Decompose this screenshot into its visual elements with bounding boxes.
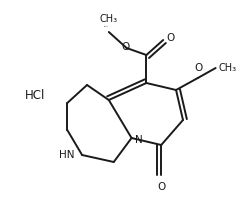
Text: CH₃: CH₃	[219, 63, 237, 73]
Text: HCl: HCl	[24, 89, 45, 102]
Text: O: O	[195, 63, 203, 73]
Text: O: O	[166, 33, 174, 43]
Text: N: N	[134, 135, 142, 145]
Text: CH₃: CH₃	[100, 14, 118, 24]
Text: methyl: methyl	[103, 26, 108, 27]
Text: O: O	[121, 42, 130, 52]
Text: O: O	[157, 182, 165, 192]
Text: HN: HN	[59, 150, 74, 160]
